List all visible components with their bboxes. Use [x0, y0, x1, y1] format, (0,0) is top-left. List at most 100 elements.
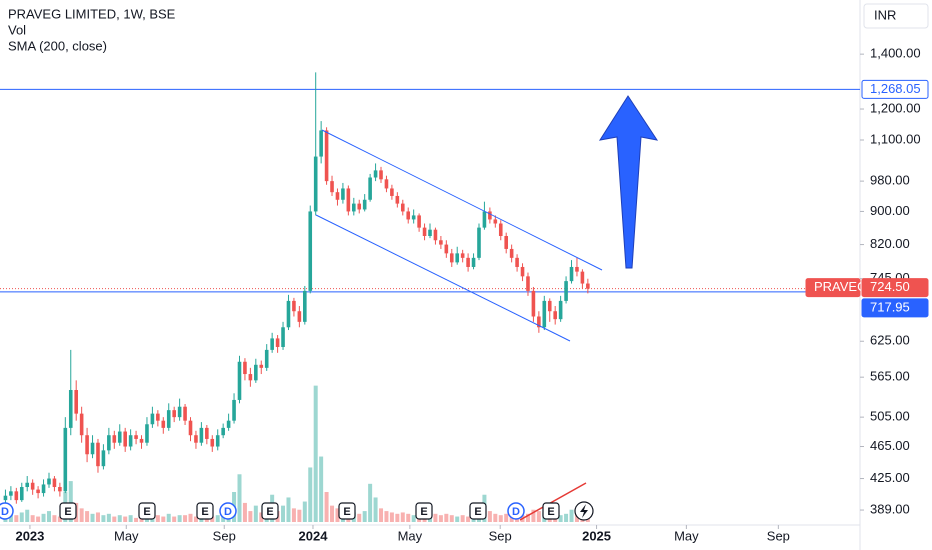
volume-bar: [444, 513, 449, 522]
candle-body: [537, 316, 541, 328]
candle-body: [553, 311, 557, 320]
chart-title: PRAVEG LIMITED, 1W, BSE: [8, 6, 176, 21]
volume-bar: [210, 516, 215, 522]
candle-body: [68, 390, 73, 428]
candle-body: [215, 435, 220, 447]
volume-bar: [8, 513, 13, 522]
candle-body: [335, 192, 340, 200]
event-label: E: [343, 506, 350, 518]
volume-bar: [373, 497, 378, 522]
price-line-label-box: [861, 79, 929, 99]
event-label: E: [474, 506, 481, 518]
last-price-label: 724.50: [870, 279, 910, 294]
candle-body: [449, 253, 454, 263]
candle-body: [547, 300, 552, 312]
volume-bar: [177, 515, 182, 522]
event-icon: [415, 502, 433, 520]
volume-bar: [395, 513, 400, 522]
candle-body: [25, 482, 30, 488]
candle-body: [58, 487, 62, 492]
volume-bar: [123, 516, 128, 522]
volume-bar: [319, 456, 324, 522]
event-icon: [542, 502, 560, 520]
event-label: E: [201, 506, 208, 518]
candle-body: [270, 338, 274, 350]
candle-body: [303, 290, 307, 322]
volume-bar: [14, 515, 19, 522]
candle-body: [341, 188, 345, 200]
price-line-label-box: [861, 298, 929, 318]
candle-body: [324, 130, 329, 182]
volume-bar: [286, 497, 291, 522]
candle-body: [498, 223, 503, 236]
candle-body: [14, 491, 19, 501]
candle-body: [264, 349, 269, 368]
volume-bar: [302, 501, 307, 522]
candle-body: [166, 410, 171, 428]
volume-bar: [308, 467, 313, 522]
volume-bar: [493, 513, 498, 522]
candle-body: [281, 327, 285, 347]
volume-bar: [406, 513, 411, 522]
volume-bar: [95, 512, 100, 522]
candle-body: [145, 424, 149, 443]
last-price-name: PRAVEG: [814, 279, 867, 294]
x-tick-label: 2025: [582, 528, 611, 543]
y-tick-label: 820.00: [870, 236, 910, 251]
candle-body: [254, 364, 258, 381]
event-icon: [261, 502, 279, 520]
candle-body: [47, 478, 51, 485]
legend-item: Vol: [8, 22, 26, 37]
candle-body: [313, 156, 318, 212]
event-label: E: [547, 506, 554, 518]
volume-bar: [242, 502, 247, 522]
volume-bar: [411, 515, 416, 522]
y-tick-label: 465.00: [870, 438, 910, 453]
volume-bar: [564, 513, 569, 522]
y-tick-label: 980.00: [870, 173, 910, 188]
volume-bar: [134, 517, 139, 522]
candle-body: [471, 257, 476, 267]
x-tick-label: May: [114, 528, 139, 543]
candle-body: [542, 300, 547, 328]
candle-body: [275, 338, 280, 347]
currency[interactable]: INR: [874, 7, 896, 22]
event-icon: [507, 502, 525, 520]
candle-body: [417, 215, 421, 228]
candle-body: [96, 442, 100, 467]
x-tick-label: Sep: [489, 528, 512, 543]
y-tick-label: 425.00: [870, 470, 910, 485]
candle-body: [330, 181, 334, 193]
candle-body: [482, 211, 487, 228]
candle-body: [406, 211, 411, 220]
currency-box[interactable]: [863, 3, 929, 29]
volume-bar: [362, 511, 367, 522]
volume-bar: [509, 515, 514, 522]
price-layer: [0, 72, 860, 505]
candle-body: [107, 435, 111, 451]
candle-body: [248, 374, 253, 381]
candle-body: [558, 300, 563, 320]
x-tick-label: Sep: [213, 528, 236, 543]
candle-body: [428, 229, 432, 236]
candle-body: [63, 427, 68, 492]
candle-body: [580, 271, 585, 284]
volume-bar: [101, 515, 106, 522]
event-label: E: [420, 506, 427, 518]
event-icon: [469, 502, 487, 520]
volume-bar: [188, 513, 193, 522]
volume-bar: [106, 513, 111, 522]
volume-bar: [166, 513, 171, 522]
channel-lower: [315, 214, 571, 342]
candle-body: [139, 438, 144, 443]
candle-body: [520, 266, 525, 277]
candle-body: [308, 211, 313, 291]
candle-body: [362, 199, 367, 210]
volume-bar: [558, 515, 563, 522]
y-tick-label: 1,100.00: [870, 131, 921, 146]
volume-bar: [379, 508, 384, 522]
y-tick-label: 565.00: [870, 369, 910, 384]
last-price-name-box: [805, 278, 861, 298]
candle-body: [172, 410, 176, 418]
